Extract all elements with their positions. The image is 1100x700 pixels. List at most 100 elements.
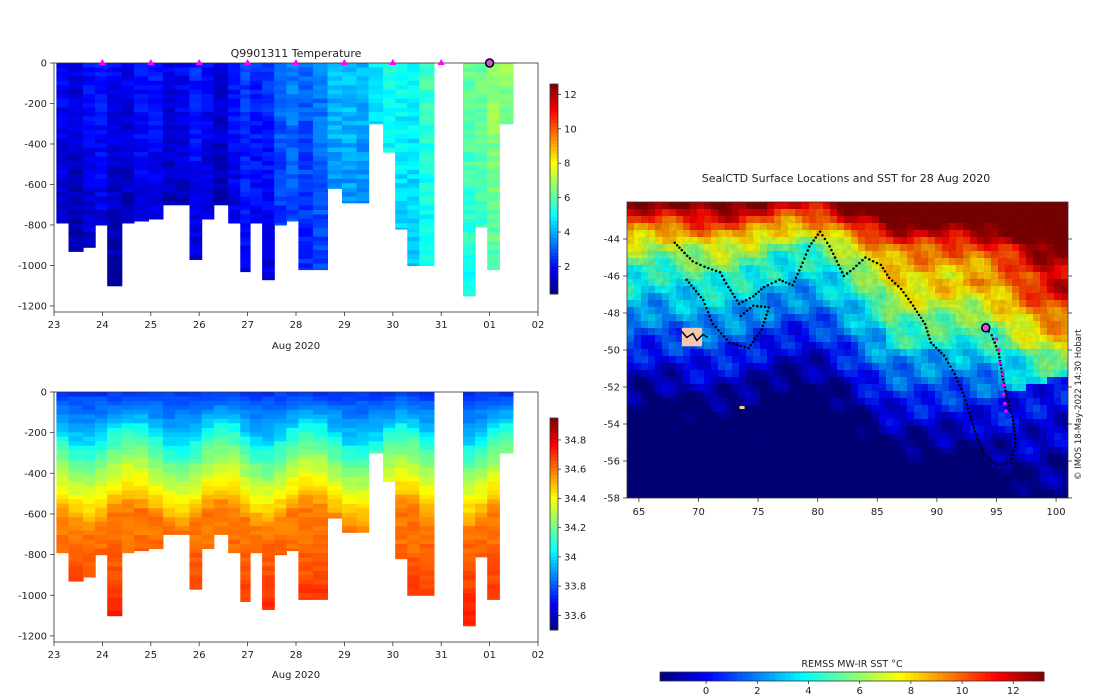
profile-cell xyxy=(383,129,396,135)
profile-cell xyxy=(121,445,135,451)
profile-cell xyxy=(250,156,263,162)
profile-cell xyxy=(312,579,328,585)
map-panel: SealCTD Surface Locations and SST for 28… xyxy=(604,172,1084,697)
colorbar-swatch xyxy=(550,136,558,141)
profile-cell xyxy=(298,530,314,536)
profile-cell xyxy=(262,427,275,433)
profile-cell xyxy=(68,409,84,415)
profile-cell xyxy=(487,232,500,238)
profile-cell xyxy=(68,490,84,496)
profile-cell xyxy=(419,107,435,113)
profile-cell xyxy=(312,459,328,465)
profile-cell xyxy=(327,63,343,69)
profile-cell xyxy=(121,103,135,109)
profile-cell xyxy=(201,450,215,456)
profile-cell xyxy=(133,147,149,153)
profile-cell xyxy=(250,400,263,406)
profile-cell xyxy=(487,494,500,500)
profile-cell xyxy=(162,494,176,500)
profile-cell xyxy=(286,485,299,491)
profile-cell xyxy=(262,63,275,69)
profile-cell xyxy=(133,169,149,175)
profile-cell xyxy=(213,530,229,535)
profile-cell xyxy=(274,183,287,189)
profile-cell xyxy=(56,490,70,496)
profile-cell xyxy=(499,103,514,109)
profile-cell xyxy=(463,557,476,563)
colorbar-swatch xyxy=(550,502,558,507)
profile-cell xyxy=(189,250,203,256)
profile-cell xyxy=(383,400,396,406)
profile-cell xyxy=(407,490,420,496)
profile-cell xyxy=(342,481,358,487)
profile-cell xyxy=(419,214,435,220)
profile-cell xyxy=(286,530,299,536)
profile-cell xyxy=(298,254,314,260)
profile-cell xyxy=(68,414,84,420)
profile-cell xyxy=(463,392,476,398)
profile-cell xyxy=(228,405,241,411)
profile-cell xyxy=(133,535,149,541)
profile-cell xyxy=(133,468,149,474)
profile-cell xyxy=(201,205,215,211)
profile-cell xyxy=(189,405,203,411)
profile-cell xyxy=(133,485,149,491)
profile-cell xyxy=(175,512,191,518)
profile-cell xyxy=(286,98,299,104)
profile-cell xyxy=(356,201,370,204)
profile-cell xyxy=(107,98,123,104)
profile-cell xyxy=(189,254,203,260)
profile-cell xyxy=(250,98,263,104)
profile-cell xyxy=(262,245,275,251)
profile-cell xyxy=(107,606,123,612)
profile-cell xyxy=(240,508,251,514)
profile-cell xyxy=(298,227,314,233)
profile-cell xyxy=(189,566,203,572)
profile-cell xyxy=(286,187,299,193)
profile-cell xyxy=(228,196,241,202)
profile-cell xyxy=(395,143,408,149)
profile-cell xyxy=(162,427,176,433)
profile-cell xyxy=(407,544,420,550)
profile-cell xyxy=(121,400,135,406)
profile-cell xyxy=(475,201,488,207)
profile-cell xyxy=(419,588,435,594)
colorbar-swatch xyxy=(550,105,558,109)
profile-cell xyxy=(175,400,191,406)
profile-cell xyxy=(327,103,343,109)
profile-cell xyxy=(312,232,328,238)
profile-cell xyxy=(298,214,314,220)
profile-cell xyxy=(262,423,275,429)
profile-cell xyxy=(487,223,500,229)
x-tick-label: 02 xyxy=(532,320,545,331)
profile-cell xyxy=(463,250,476,256)
profile-cell xyxy=(463,227,476,233)
profile-cell xyxy=(175,414,191,420)
profile-cell xyxy=(312,584,328,590)
profile-cell xyxy=(68,125,84,131)
profile-cell xyxy=(56,503,70,509)
profile-cell xyxy=(228,436,241,442)
profile-cell xyxy=(407,103,420,109)
profile-cell xyxy=(487,205,500,211)
profile-cell xyxy=(213,196,229,202)
profile-cell xyxy=(56,187,70,193)
profile-cell xyxy=(213,112,229,118)
profile-cell xyxy=(383,107,396,113)
x-tick-label: 28 xyxy=(290,650,303,661)
profile-cell xyxy=(407,107,420,113)
profile-cell xyxy=(383,427,396,433)
profile-cell xyxy=(240,539,251,545)
profile-cell xyxy=(487,103,500,109)
profile-cell xyxy=(475,459,488,465)
profile-cell xyxy=(250,526,263,532)
profile-cell xyxy=(162,468,176,474)
profile-cell xyxy=(419,454,435,460)
profile-cell xyxy=(286,472,299,478)
profile-cell xyxy=(162,459,176,465)
colorbar-swatch xyxy=(550,262,558,267)
profile-cell xyxy=(56,463,70,469)
x-tick-label: 01 xyxy=(483,320,496,331)
colorbar-tick-label: 34.4 xyxy=(564,494,586,505)
profile-cell xyxy=(487,192,500,198)
